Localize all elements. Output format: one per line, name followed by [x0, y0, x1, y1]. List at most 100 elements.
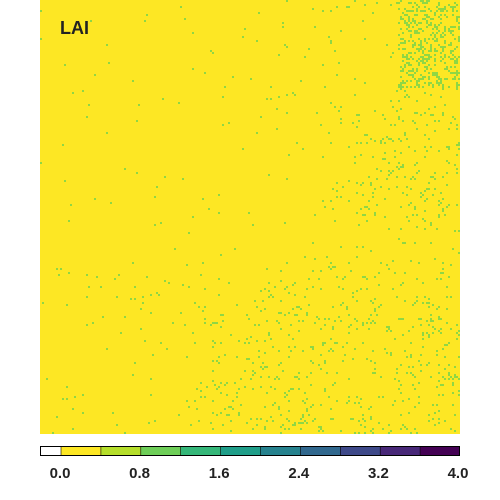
raster-cell [450, 44, 452, 46]
raster-cell [376, 178, 378, 180]
raster-cell [270, 338, 272, 340]
raster-cell [356, 320, 358, 322]
raster-cell [188, 286, 190, 288]
raster-cell [204, 318, 206, 320]
raster-cell [448, 30, 450, 32]
raster-cell [448, 276, 450, 278]
raster-cell [142, 296, 144, 298]
raster-cell [304, 392, 306, 394]
raster-cell [342, 278, 344, 280]
raster-cell [458, 144, 460, 146]
raster-cell [326, 372, 328, 374]
raster-cell [320, 368, 322, 370]
raster-cell [412, 384, 414, 386]
raster-cell [418, 80, 420, 82]
raster-cell [186, 356, 188, 358]
raster-cell [428, 64, 430, 66]
raster-cell [390, 172, 392, 174]
raster-cell [258, 356, 260, 358]
raster-cell [456, 154, 458, 156]
raster-cell [294, 294, 296, 296]
raster-cell [446, 184, 448, 186]
raster-cell [252, 224, 254, 226]
raster-cell [438, 120, 440, 122]
raster-cell [402, 68, 404, 70]
raster-cell [456, 128, 458, 130]
raster-cell [268, 282, 270, 284]
raster-cell [284, 392, 286, 394]
raster-cell [232, 400, 234, 402]
raster-cell [354, 432, 356, 434]
raster-cell [116, 424, 118, 426]
raster-cell [398, 168, 400, 170]
raster-cell [400, 0, 402, 2]
raster-cell [454, 374, 456, 376]
raster-cell [362, 194, 364, 196]
raster-cell [408, 62, 410, 64]
raster-cell [228, 414, 230, 416]
raster-cell [404, 176, 406, 178]
raster-cell [382, 428, 384, 430]
raster-cell [414, 44, 416, 46]
raster-cell [254, 372, 256, 374]
raster-cell [288, 410, 290, 412]
raster-cell [432, 32, 434, 34]
raster-cell [180, 6, 182, 8]
raster-cell [286, 46, 288, 48]
raster-cell [408, 20, 410, 22]
raster-cell [258, 12, 260, 14]
raster-cell [444, 356, 446, 358]
raster-cell [420, 192, 422, 194]
raster-cell [394, 150, 396, 152]
raster-cell [184, 324, 186, 326]
raster-cell [332, 326, 334, 328]
raster-cell [330, 348, 332, 350]
raster-cell [264, 406, 266, 408]
raster-cell [264, 288, 266, 290]
raster-cell [150, 394, 152, 396]
raster-cell [352, 292, 354, 294]
raster-cell [286, 394, 288, 396]
raster-cell [336, 182, 338, 184]
raster-cell [354, 156, 356, 158]
raster-cell [394, 156, 396, 158]
raster-cell [402, 48, 404, 50]
raster-cell [124, 316, 126, 318]
raster-cell [228, 122, 230, 124]
raster-cell [312, 420, 314, 422]
raster-cell [266, 420, 268, 422]
raster-cell [386, 178, 388, 180]
raster-cell [280, 414, 282, 416]
raster-cell [408, 40, 410, 42]
raster-cell [260, 366, 262, 368]
raster-cell [68, 220, 70, 222]
raster-cell [386, 330, 388, 332]
raster-cell [426, 14, 428, 16]
raster-cell [428, 298, 430, 300]
raster-cell [324, 360, 326, 362]
raster-cell [360, 184, 362, 186]
raster-cell [440, 78, 442, 80]
raster-cell [264, 428, 266, 430]
raster-cell [456, 72, 458, 74]
raster-cell [414, 14, 416, 16]
raster-cell [428, 38, 430, 40]
raster-cell [134, 362, 136, 364]
raster-cell [332, 384, 334, 386]
raster-cell [422, 86, 424, 88]
colorbar-class [181, 446, 221, 456]
raster-cell [278, 364, 280, 366]
raster-cell [332, 350, 334, 352]
raster-cell [212, 400, 214, 402]
raster-cell [428, 78, 430, 80]
raster-cell [280, 270, 282, 272]
raster-cell [286, 112, 288, 114]
raster-cell [456, 144, 458, 146]
raster-cell [426, 2, 428, 4]
raster-cell [426, 66, 428, 68]
raster-cell [394, 338, 396, 340]
raster-cell [402, 70, 404, 72]
raster-cell [426, 364, 428, 366]
raster-cell [186, 264, 188, 266]
raster-cell [218, 294, 220, 296]
